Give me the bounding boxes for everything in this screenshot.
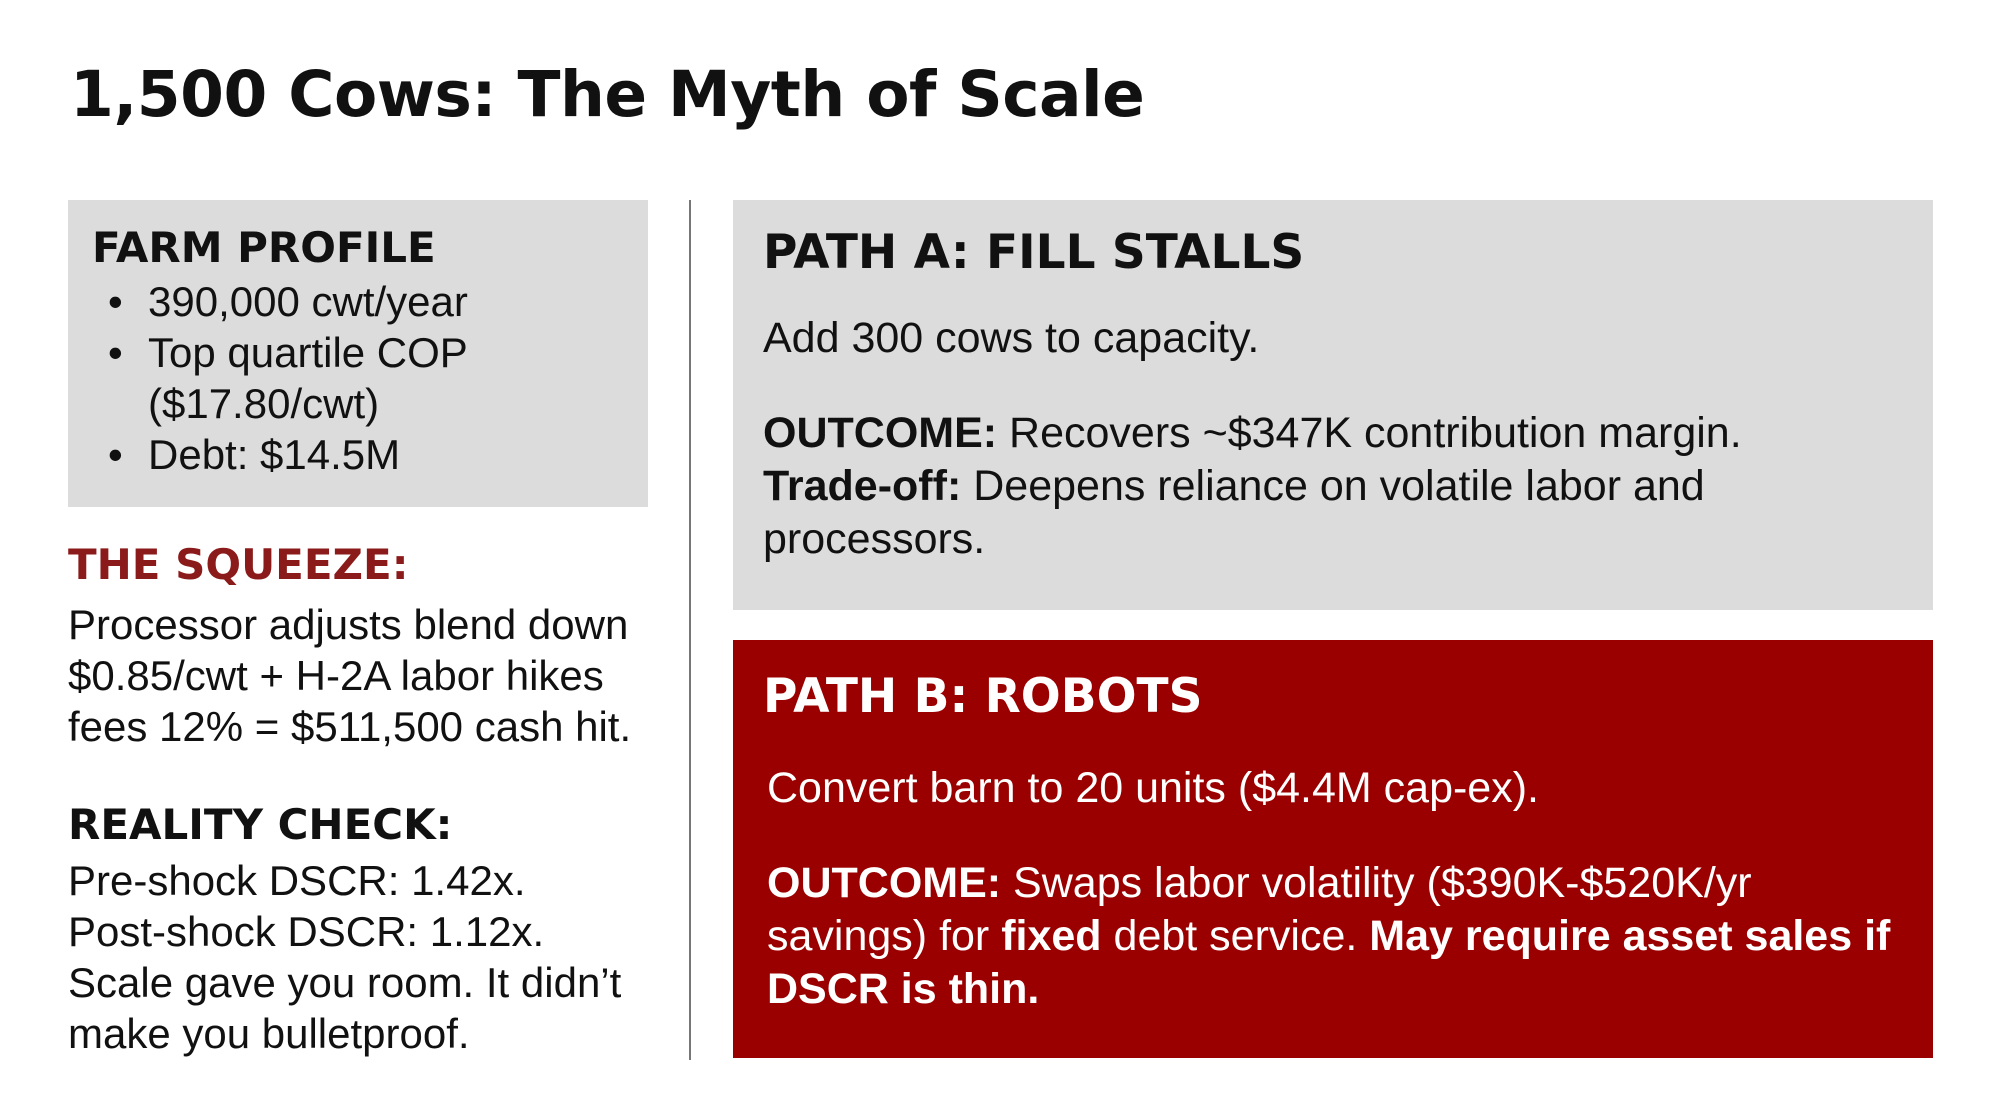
tradeoff-text: Deepens reliance on volatile labor and p…: [763, 462, 1705, 563]
path-b-lead: Convert barn to 20 units ($4.4M cap-ex).: [767, 764, 1539, 812]
list-item: Top quartile COP ($17.80/cwt): [92, 327, 518, 429]
outcome-text: Recovers ~$347K contribution margin.: [1009, 409, 1742, 457]
reality-conclusion: Scale gave you room. It didn’t make you …: [68, 959, 622, 1057]
column-divider: [689, 200, 691, 1060]
outcome-emphasis-asset-sales: May require asset sales if DSCR is thin.: [767, 912, 1891, 1013]
list-item: Debt: $14.5M: [92, 429, 648, 480]
tradeoff-label: Trade-off:: [763, 462, 962, 510]
path-b-outcome: OUTCOME: Swaps labor volatility ($390K-$…: [763, 857, 1903, 1016]
farm-profile-box: FARM PROFILE 390,000 cwt/year Top quarti…: [68, 200, 648, 507]
outcome-label: OUTCOME:: [763, 409, 998, 457]
slide-title: 1,500 Cows: The Myth of Scale: [70, 58, 1145, 131]
outcome-text-debt: debt service.: [1113, 912, 1358, 960]
outcome-emphasis-fixed: fixed: [1001, 912, 1102, 960]
farm-profile-heading: FARM PROFILE: [92, 223, 436, 272]
reality-check-heading: REALITY CHECK:: [68, 800, 453, 849]
path-a-lead: Add 300 cows to capacity.: [763, 314, 1260, 362]
post-shock-dscr: Post-shock DSCR: 1.12x.: [68, 908, 545, 955]
outcome-label: OUTCOME:: [767, 859, 1002, 907]
path-a-heading: PATH A: FILL STALLS: [763, 225, 1305, 280]
pre-shock-dscr: Pre-shock DSCR: 1.42x.: [68, 857, 526, 904]
list-item: 390,000 cwt/year: [92, 276, 648, 327]
path-a-outcome: OUTCOME: Recovers ~$347K contribution ma…: [763, 407, 1903, 566]
squeeze-heading: THE SQUEEZE:: [68, 540, 409, 589]
farm-profile-list: 390,000 cwt/year Top quartile COP ($17.8…: [92, 276, 648, 480]
squeeze-text: Processor adjusts blend down $0.85/cwt +…: [68, 601, 632, 750]
path-a-panel: PATH A: FILL STALLS Add 300 cows to capa…: [733, 200, 1933, 610]
path-b-heading: PATH B: ROBOTS: [763, 669, 1203, 724]
path-b-panel: PATH B: ROBOTS Convert barn to 20 units …: [733, 640, 1933, 1058]
reality-check-text: Pre-shock DSCR: 1.42x. Post-shock DSCR: …: [68, 855, 688, 1059]
outcome-text: Swaps labor volatility ($390K-$520K/yr s…: [767, 859, 1752, 960]
